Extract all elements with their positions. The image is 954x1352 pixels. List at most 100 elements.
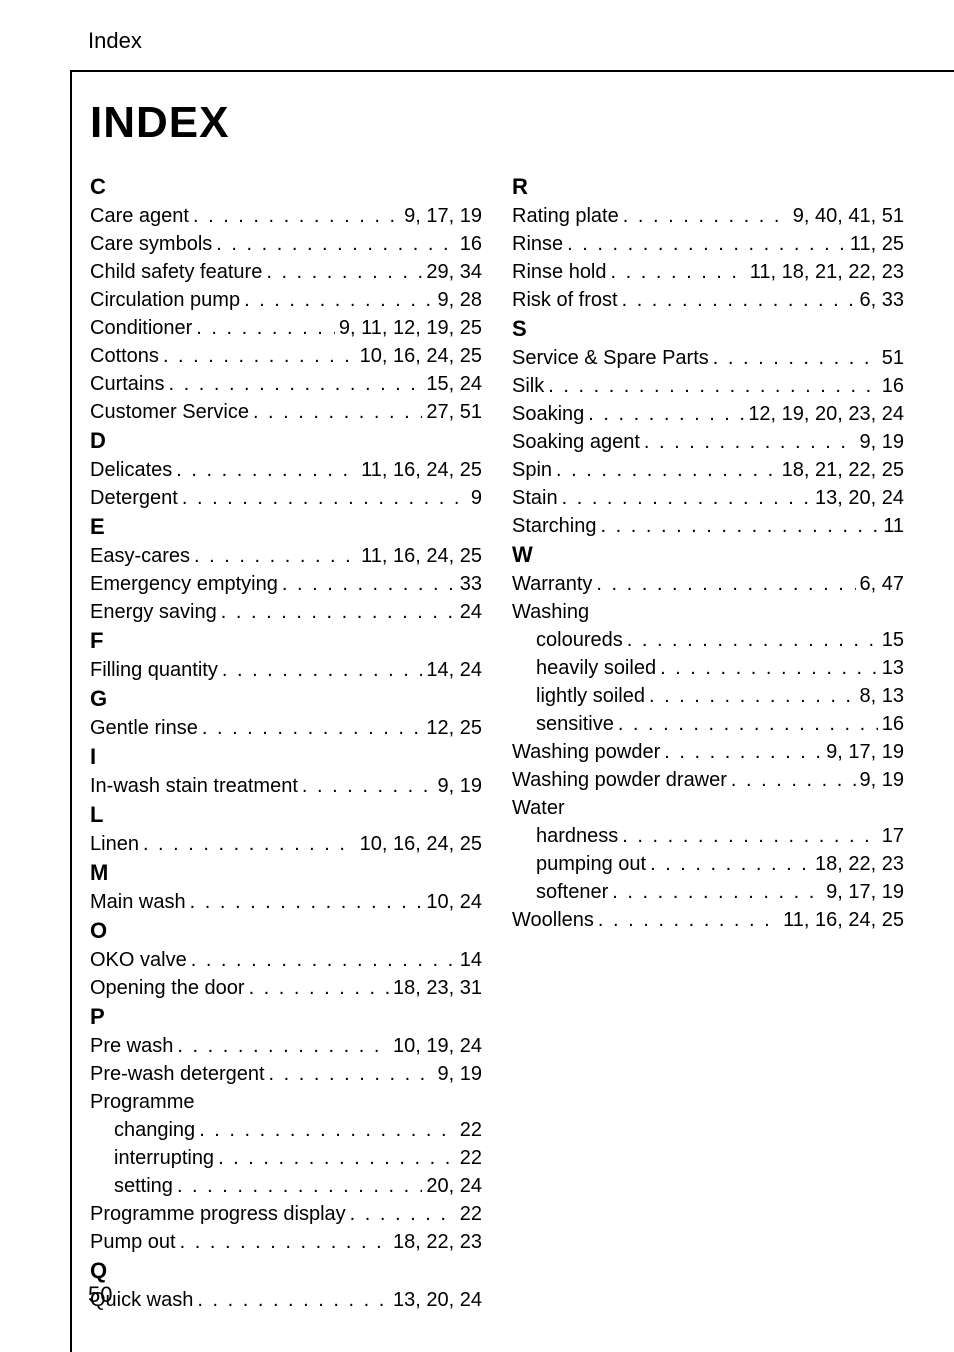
leader-dots — [302, 772, 434, 800]
index-entry: OKO valve14 — [90, 946, 482, 974]
index-entry-pages: 10, 24 — [426, 888, 482, 916]
index-entry: Circulation pump9, 28 — [90, 286, 482, 314]
leader-dots — [163, 342, 356, 370]
index-entry-pages: 22 — [460, 1144, 482, 1172]
index-entry-pages: 11, 16, 24, 25 — [783, 906, 904, 934]
index-entry-pages: 9, 28 — [438, 286, 482, 314]
leader-dots — [650, 850, 811, 878]
index-entry: Soaking agent9, 19 — [512, 428, 904, 456]
index-letter: R — [512, 174, 904, 200]
index-entry-label: Woollens — [512, 906, 594, 934]
index-entry: Stain 13, 20, 24 — [512, 484, 904, 512]
index-entry-label: Service & Spare Parts — [512, 344, 709, 372]
index-entry-pages: 13, 20, 24 — [393, 1286, 482, 1314]
index-letter: D — [90, 428, 482, 454]
index-entry: Delicates 11, 16, 24, 25 — [90, 456, 482, 484]
index-entry-label: Delicates — [90, 456, 172, 484]
index-entry-label: hardness — [512, 822, 618, 850]
index-entry-label: Risk of frost — [512, 286, 618, 314]
index-entry-label: Programme progress display — [90, 1200, 346, 1228]
index-entry-label: OKO valve — [90, 946, 187, 974]
index-entry: Care symbols16 — [90, 230, 482, 258]
index-entry: Rinse hold11, 18, 21, 22, 23 — [512, 258, 904, 286]
index-entry-pages: 12, 19, 20, 23, 24 — [748, 400, 904, 428]
index-entry-label: Stain — [512, 484, 558, 512]
index-entry-pages: 24 — [460, 598, 482, 626]
index-entry: Child safety feature29, 34 — [90, 258, 482, 286]
leader-dots — [713, 344, 878, 372]
index-entry-label: Pump out — [90, 1228, 176, 1256]
index-entry-pages: 27, 51 — [426, 398, 482, 426]
index-entry-pages: 10, 19, 24 — [393, 1032, 482, 1060]
index-entry-label: Warranty — [512, 570, 592, 598]
index-entry: Care agent9, 17, 19 — [90, 202, 482, 230]
index-column: RRating plate9, 40, 41, 51Rinse11, 25Rin… — [512, 172, 904, 1314]
index-entry: Spin18, 21, 22, 25 — [512, 456, 904, 484]
index-letter: I — [90, 744, 482, 770]
index-entry-label: lightly soiled — [512, 682, 645, 710]
index-entry-pages: 15 — [882, 626, 904, 654]
index-entry: setting20, 24 — [90, 1172, 482, 1200]
index-entry: Rinse11, 25 — [512, 230, 904, 258]
index-entry: Easy-cares11, 16, 24, 25 — [90, 542, 482, 570]
index-entry: Pump out 18, 22, 23 — [90, 1228, 482, 1256]
index-entry-pages: 18, 22, 23 — [393, 1228, 482, 1256]
leader-dots — [266, 258, 422, 286]
index-entry-label: Gentle rinse — [90, 714, 198, 742]
leader-dots — [193, 202, 400, 230]
index-title: INDEX — [90, 98, 904, 148]
index-entry-label: Rinse — [512, 230, 563, 258]
leader-dots — [202, 714, 423, 742]
index-entry-label: Spin — [512, 456, 552, 484]
index-entry: Woollens 11, 16, 24, 25 — [512, 906, 904, 934]
leader-dots — [627, 626, 878, 654]
index-letter: G — [90, 686, 482, 712]
index-entry: Service & Spare Parts 51 — [512, 344, 904, 372]
index-entry-pages: 13, 20, 24 — [815, 484, 904, 512]
index-entry-pages: 6, 47 — [860, 570, 904, 598]
index-entry-label: Energy saving — [90, 598, 217, 626]
leader-dots — [644, 428, 856, 456]
index-entry: Pre-wash detergent9, 19 — [90, 1060, 482, 1088]
leader-dots — [253, 398, 422, 426]
index-entry-pages: 22 — [460, 1116, 482, 1144]
leader-dots — [221, 598, 456, 626]
index-entry-label: Soaking agent — [512, 428, 640, 456]
index-entry-label: Child safety feature — [90, 258, 262, 286]
leader-dots — [548, 372, 878, 400]
index-entry: Programme progress display 22 — [90, 1200, 482, 1228]
index-entry-pages: 16 — [882, 710, 904, 738]
index-entry-label: Care symbols — [90, 230, 212, 258]
leader-dots — [618, 710, 878, 738]
index-entry-pages: 11, 18, 21, 22, 23 — [750, 258, 904, 286]
leader-dots — [218, 1144, 456, 1172]
index-entry: Washing powder9, 17, 19 — [512, 738, 904, 766]
page: Index INDEX CCare agent9, 17, 19Care sym… — [0, 0, 954, 1352]
index-entry-pages: 51 — [882, 344, 904, 372]
leader-dots — [216, 230, 455, 258]
leader-dots — [180, 1228, 389, 1256]
index-entry: sensitive16 — [512, 710, 904, 738]
leader-dots — [350, 1200, 456, 1228]
index-entry-pages: 11, 16, 24, 25 — [361, 456, 482, 484]
leader-dots — [611, 258, 746, 286]
index-letter: P — [90, 1004, 482, 1030]
index-entry: Warranty 6, 47 — [512, 570, 904, 598]
index-entry: Cottons10, 16, 24, 25 — [90, 342, 482, 370]
index-entry-label: Curtains — [90, 370, 164, 398]
index-entry-pages: 9, 17, 19 — [826, 738, 904, 766]
index-entry-label: Conditioner — [90, 314, 192, 342]
index-entry-pages: 15, 24 — [426, 370, 482, 398]
content-area: INDEX CCare agent9, 17, 19Care symbols16… — [90, 98, 904, 1314]
index-entry-pages: 9 — [471, 484, 482, 512]
index-entry: Main wash10, 24 — [90, 888, 482, 916]
index-entry: softener9, 17, 19 — [512, 878, 904, 906]
index-entry-pages: 9, 19 — [860, 766, 904, 794]
leader-dots — [282, 570, 456, 598]
index-entry-pages: 22 — [460, 1200, 482, 1228]
leader-dots — [222, 656, 423, 684]
index-entry-label: Customer Service — [90, 398, 249, 426]
index-entry: interrupting22 — [90, 1144, 482, 1172]
index-entry: In-wash stain treatment9, 19 — [90, 772, 482, 800]
leader-dots — [731, 766, 856, 794]
